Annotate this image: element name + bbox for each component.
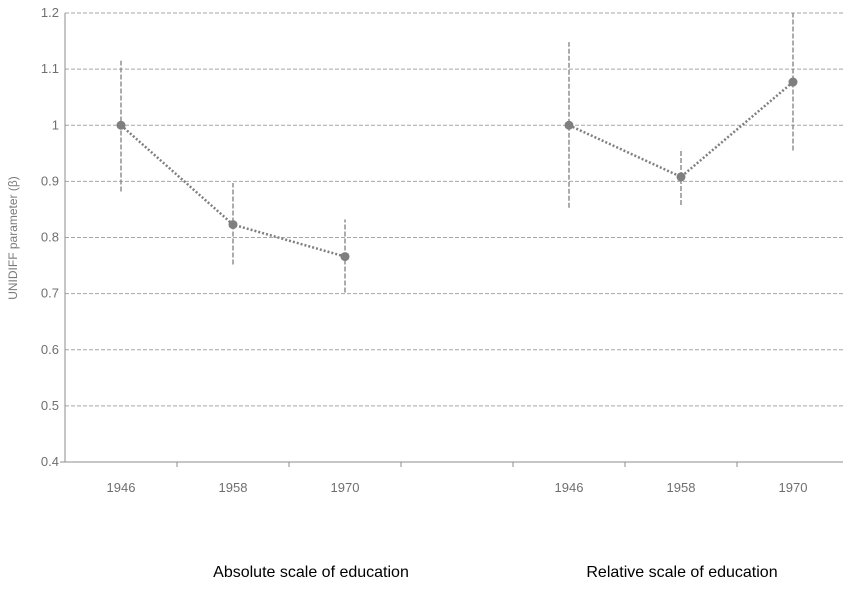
data-point [228, 220, 238, 230]
gridlines [65, 12, 843, 407]
data-point [340, 252, 350, 262]
y-tick-label: 0.7 [41, 286, 59, 301]
series-line [568, 81, 794, 179]
x-tick-labels: 1946 1958 1970 1946 1958 1970 [107, 480, 808, 495]
group-label-absolute: Absolute scale of education [213, 564, 409, 581]
data-point [676, 172, 686, 182]
data-point [116, 120, 126, 130]
y-tick-label: 0.6 [41, 342, 59, 357]
y-tick-labels: 0.4 0.5 0.6 0.7 0.8 0.9 1 1.1 1.2 [41, 5, 59, 469]
x-tick-label: 1958 [667, 480, 696, 495]
series-lines [120, 81, 794, 258]
axes [60, 13, 843, 467]
data-point [564, 120, 574, 130]
data-points [116, 77, 798, 262]
y-tick-label: 0.9 [41, 173, 59, 188]
y-tick-label: 1 [52, 117, 59, 132]
y-tick-label: 0.4 [41, 454, 59, 469]
y-tick-label: 1.1 [41, 61, 59, 76]
error-bars [120, 13, 794, 293]
y-tick-label: 0.5 [41, 398, 59, 413]
x-tick-label: 1946 [555, 480, 584, 495]
data-point [788, 77, 798, 87]
y-axis-title: UNIDIFF parameter (β) [6, 176, 20, 300]
x-tick-label: 1970 [779, 480, 808, 495]
x-tick-label: 1970 [331, 480, 360, 495]
x-tick-label: 1958 [219, 480, 248, 495]
group-label-relative: Relative scale of education [586, 564, 778, 581]
y-tick-label: 1.2 [41, 5, 59, 20]
y-tick-label: 0.8 [41, 230, 59, 245]
x-tick-label: 1946 [107, 480, 136, 495]
